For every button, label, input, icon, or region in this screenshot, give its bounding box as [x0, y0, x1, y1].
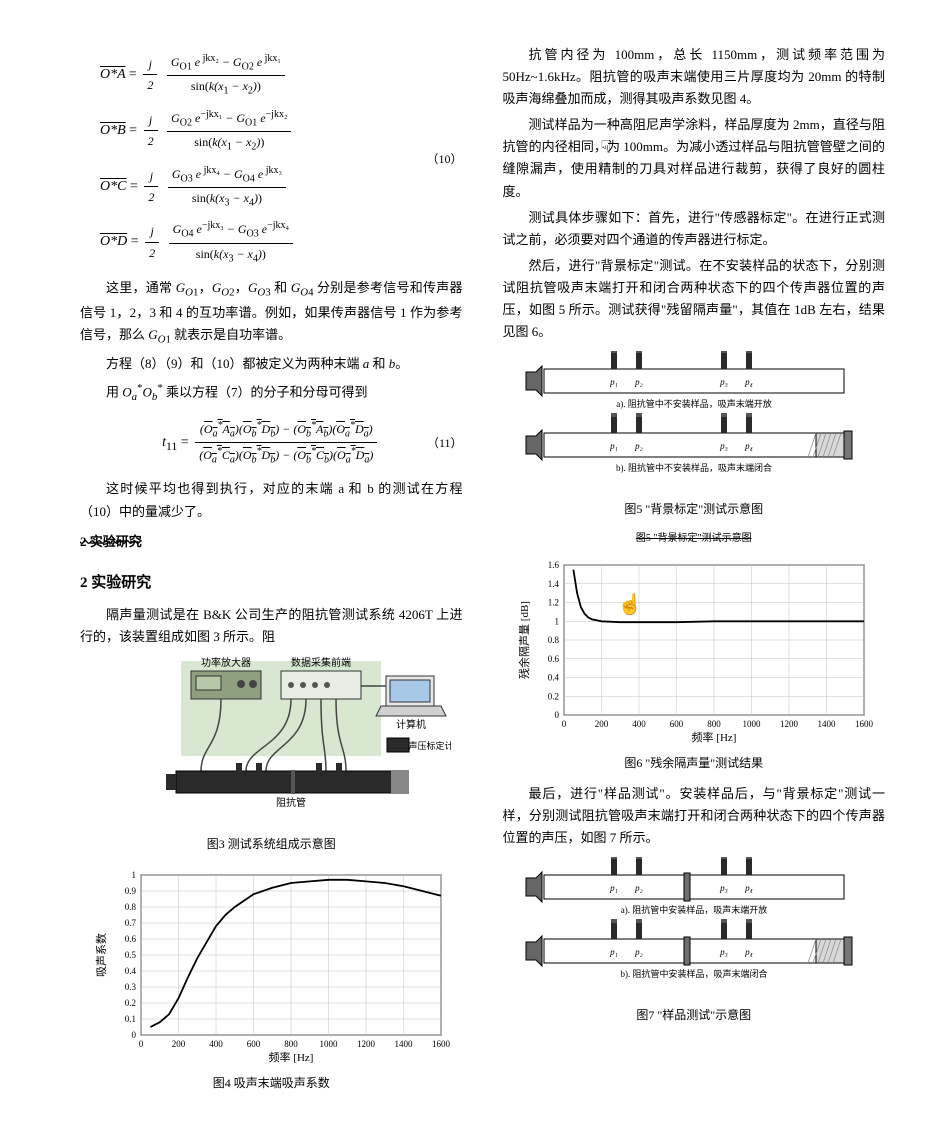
svg-text:1200: 1200	[780, 719, 799, 729]
svg-text:1200: 1200	[357, 1039, 376, 1049]
svg-text:1400: 1400	[817, 719, 836, 729]
svg-text:阻抗管: 阻抗管	[276, 796, 306, 809]
svg-text:p₁: p₁	[609, 947, 618, 957]
section2-p1: 隔声量测试是在 B&K 公司生产的阻抗管测试系统 4206T 上进行的，该装置组…	[80, 604, 463, 648]
svg-text:0.5: 0.5	[125, 950, 137, 960]
svg-text:p₃: p₃	[719, 947, 728, 957]
svg-text:p₄: p₄	[744, 377, 753, 387]
eq11-number: （11）	[427, 432, 463, 452]
svg-text:0.9: 0.9	[125, 886, 137, 896]
svg-text:0.6: 0.6	[548, 653, 560, 663]
equation-10: O*A = j2 GO1 e jkx₂ − GO2 e jkx₁ sin(k(x…	[80, 50, 463, 267]
svg-text:声压标定计: 声压标定计	[409, 740, 452, 751]
svg-text:p₄: p₄	[744, 441, 753, 451]
svg-text:1400: 1400	[395, 1039, 414, 1049]
svg-text:功率放大器: 功率放大器	[201, 656, 251, 669]
svg-text:p₂: p₂	[634, 441, 643, 451]
para-multiply: 用 Oa*Ob* 乘以方程（7）的分子和分母可得到	[80, 379, 463, 406]
figure-7-diagram: p₁ p₂ p₃ p₄ a). 阻抗管中安装样品，吸声末端开放 p₁ p₂ p₃ p₄ b). 阻…	[514, 857, 874, 997]
svg-text:p₂: p₂	[634, 883, 643, 893]
right-p2: 测试样品为一种高阻尼声学涂料，样品厚度为 2mm，直径与阻抗管的内径相同，为 1…	[503, 114, 886, 202]
svg-text:1000: 1000	[742, 719, 761, 729]
svg-text:800: 800	[285, 1039, 299, 1049]
svg-text:p₃: p₃	[719, 377, 728, 387]
right-column: 抗管内径为 100mm，总长 1150mm，测试频率范围为 50Hz~1.6kH…	[503, 40, 886, 1103]
svg-text:p₁: p₁	[609, 883, 618, 893]
svg-text:计算机: 计算机	[396, 718, 426, 731]
svg-text:0.3: 0.3	[125, 982, 137, 992]
svg-text:400: 400	[632, 719, 646, 729]
svg-text:p₃: p₃	[719, 883, 728, 893]
svg-text:0.4: 0.4	[125, 966, 137, 976]
svg-text:0.8: 0.8	[125, 902, 137, 912]
svg-text:600: 600	[247, 1039, 261, 1049]
svg-text:0: 0	[554, 710, 559, 720]
svg-text:频率 [Hz]: 频率 [Hz]	[691, 730, 736, 744]
svg-text:b). 阻抗管中不安装样品，吸声末端闭合: b). 阻抗管中不安装样品，吸声末端闭合	[616, 462, 772, 473]
svg-text:p₂: p₂	[634, 377, 643, 387]
svg-text:残余隔声量 [dB]: 残余隔声量 [dB]	[517, 601, 531, 679]
svg-text:频率 [Hz]: 频率 [Hz]	[269, 1050, 314, 1064]
figure-5-caption: 图5 "背景标定"测试示意图	[503, 499, 886, 519]
figure-3-diagram: 功率放大器 数据采集前端 计算机 声压标定计	[91, 656, 451, 826]
svg-text:1.2: 1.2	[548, 597, 559, 607]
right-p4: 然后，进行"背景标定"测试。在不安装样品的状态下，分别测试阻抗管吸声末端打开和闭…	[503, 255, 886, 343]
svg-text:1: 1	[132, 870, 137, 880]
figure-4-chart: 0 200 400 600 800 1000 1200 1400 1600 0 0.1 0.2 0.3 0…	[91, 865, 451, 1065]
svg-text:0: 0	[562, 719, 567, 729]
svg-text:1: 1	[554, 616, 559, 626]
svg-text:0.2: 0.2	[125, 998, 136, 1008]
svg-text:0.4: 0.4	[548, 672, 560, 682]
right-p3: 测试具体步骤如下：首先，进行"传感器标定"。在进行正式测试之前，必须要对四个通道…	[503, 207, 886, 251]
svg-text:600: 600	[670, 719, 684, 729]
svg-text:0.7: 0.7	[125, 918, 137, 928]
svg-text:0: 0	[139, 1039, 144, 1049]
svg-text:1600: 1600	[855, 719, 874, 729]
svg-text:0.2: 0.2	[548, 691, 559, 701]
svg-text:吸声系数: 吸声系数	[94, 933, 108, 977]
svg-text:a). 阻抗管中不安装样品，吸声末端开放: a). 阻抗管中不安装样品，吸声末端开放	[616, 398, 772, 409]
svg-text:p₁: p₁	[609, 441, 618, 451]
para-struck: 2 实验研究	[80, 531, 463, 553]
equation-11: t11 = (Oa*Aa)(Ob*Db) − (Ob*Ab)(Oa*Da) (O…	[80, 417, 463, 469]
svg-text:1600: 1600	[432, 1039, 451, 1049]
right-p5: 最后，进行"样品测试"。安装样品后，与"背景标定"测试一样，分别测试阻抗管吸声末…	[503, 783, 886, 849]
figure-4-caption: 图4 吸声末端吸声系数	[80, 1073, 463, 1093]
figure-6-caption: 图6 "残余隔声量"测试结果	[503, 753, 886, 773]
svg-text:0: 0	[132, 1030, 137, 1040]
right-p1: 抗管内径为 100mm，总长 1150mm，测试频率范围为 50Hz~1.6kH…	[503, 44, 886, 110]
eq10-number: （10）	[426, 148, 462, 168]
figure-7-caption: 图7 "样品测试"示意图	[503, 1005, 886, 1025]
left-column: O*A = j2 GO1 e jkx₂ − GO2 e jkx₁ sin(k(x…	[80, 40, 463, 1103]
svg-text:1.4: 1.4	[548, 578, 560, 588]
svg-text:0.1: 0.1	[125, 1014, 136, 1024]
svg-text:1000: 1000	[320, 1039, 339, 1049]
svg-text:1.6: 1.6	[548, 560, 560, 570]
svg-text:p₄: p₄	[744, 947, 753, 957]
svg-text:p₂: p₂	[634, 947, 643, 957]
svg-text:数据采集前端: 数据采集前端	[291, 656, 351, 669]
svg-text:0.8: 0.8	[548, 635, 560, 645]
svg-text:p₄: p₄	[744, 883, 753, 893]
svg-text:p₁: p₁	[609, 377, 618, 387]
svg-text:p₃: p₃	[719, 441, 728, 451]
section-2-heading: 2 实验研究	[80, 571, 463, 597]
svg-text:200: 200	[172, 1039, 186, 1049]
figure-5-diagram: p₁ p₂ p₃ p₄ a). 阻抗管中不安装样品，吸声末端开放 p₁ p₂ p₃ p₄ b). …	[514, 351, 874, 491]
figure-6-chart: 0 200 400 600 800 1000 1200 1400 1600 0 0.2 0.4 0.6 0…	[514, 555, 874, 745]
svg-text:a). 阻抗管中安装样品，吸声末端开放: a). 阻抗管中安装样品，吸声末端开放	[621, 904, 768, 915]
para-spectra: 这里，通常 GO1，GO2，GO3 和 GO4 分别是参考信号和传声器信号 1，…	[80, 277, 463, 349]
figure-3-caption: 图3 测试系统组成示意图	[80, 834, 463, 854]
para-two-ends: 方程（8）（9）和（10）都被定义为两种末端 a 和 b。	[80, 353, 463, 375]
para-average: 这时候平均也得到执行，对应的末端 a 和 b 的测试在方程（10）中的量减少了。	[80, 478, 463, 522]
svg-text:800: 800	[707, 719, 721, 729]
svg-text:b). 阻抗管中安装样品，吸声末端闭合: b). 阻抗管中安装样品，吸声末端闭合	[620, 968, 767, 979]
fig6-struck-title: 图5 "背景标定"测试示意图	[503, 530, 886, 547]
svg-text:200: 200	[595, 719, 609, 729]
svg-text:400: 400	[210, 1039, 224, 1049]
svg-text:0.6: 0.6	[125, 934, 137, 944]
